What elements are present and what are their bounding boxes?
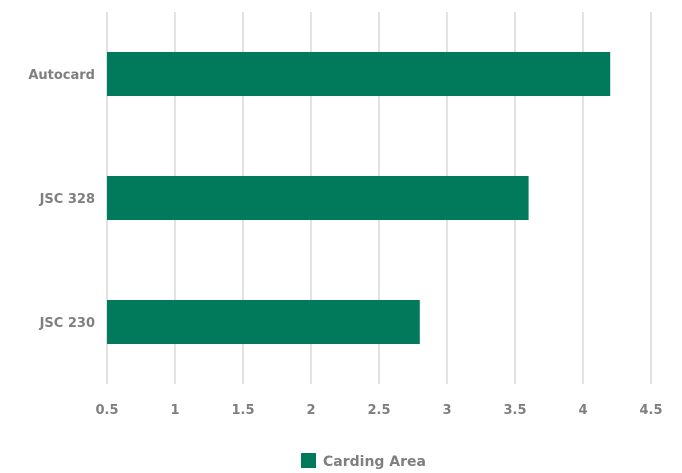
legend: Carding Area bbox=[301, 453, 426, 470]
bars bbox=[107, 52, 611, 344]
x-tick-label: 1 bbox=[170, 403, 179, 418]
legend-swatch-carding-area bbox=[301, 453, 316, 468]
bar-jsc-328 bbox=[107, 176, 529, 220]
bar-autocard bbox=[107, 52, 611, 96]
x-tick-labels: 0.5 1 1.5 2 2.5 3 3.5 4 4.5 bbox=[95, 403, 662, 418]
legend-label: Carding Area bbox=[323, 454, 426, 470]
x-tick-label: 1.5 bbox=[231, 403, 254, 418]
x-tick-label: 4 bbox=[578, 403, 587, 418]
x-tick-label: 0.5 bbox=[95, 403, 118, 418]
category-label: JSC 230 bbox=[39, 316, 95, 331]
category-label: Autocard bbox=[28, 68, 95, 83]
category-labels: Autocard JSC 328 JSC 230 bbox=[28, 68, 95, 331]
category-label: JSC 328 bbox=[39, 192, 95, 207]
x-tick-label: 3.5 bbox=[503, 403, 526, 418]
x-tick-label: 3 bbox=[442, 403, 451, 418]
x-tick-label: 2.5 bbox=[367, 403, 390, 418]
x-tick-label: 2 bbox=[306, 403, 315, 418]
x-tick-label: 4.5 bbox=[639, 403, 662, 418]
bar-jsc-230 bbox=[107, 300, 420, 344]
